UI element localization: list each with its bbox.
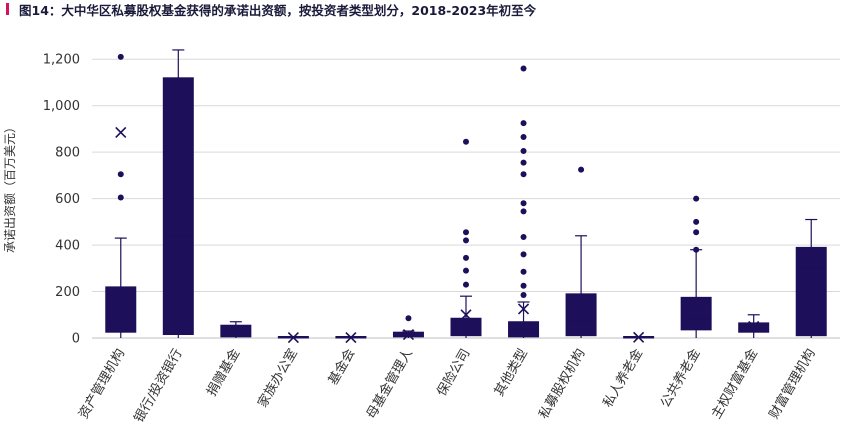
box-iqr <box>163 78 193 335</box>
category-label-11: 公共养老金 <box>657 346 703 410</box>
box-iqr <box>106 287 136 332</box>
y-tick-label-600: 600 <box>55 192 80 207</box>
outlier-point <box>521 269 527 275</box>
outlier-point <box>521 208 527 214</box>
outlier-point <box>521 292 527 298</box>
category-label-8: 其他类型 <box>492 347 531 400</box>
box-9 <box>566 167 596 338</box>
outlier-point <box>521 134 527 140</box>
outlier-point <box>463 255 469 261</box>
category-label-2: 银行/投资银行 <box>131 346 186 425</box>
outlier-point <box>521 120 527 126</box>
box-8 <box>509 66 539 338</box>
outlier-point <box>521 148 527 154</box>
y-tick-label-1200: 1,200 <box>43 53 80 68</box>
outlier-point <box>693 196 699 202</box>
outlier-point <box>521 66 527 72</box>
y-axis-label: 承诺出资额（百万美元） <box>3 121 17 253</box>
box-iqr <box>681 297 711 330</box>
category-label-12: 主权财富基金 <box>708 346 761 422</box>
outlier-point <box>463 282 469 288</box>
category-label-6: 母基金管理人 <box>363 346 416 422</box>
category-label-3: 捐赠基金 <box>203 346 243 399</box>
category-label-4: 家族办公室 <box>254 346 300 410</box>
category-labels: 资产管理机构 银行/投资银行 捐赠基金 家族办公室 基金会 母基金管理人 保险公司 其他类型私… <box>76 346 818 425</box>
y-tick-label-200: 200 <box>55 285 80 300</box>
boxes <box>106 50 826 343</box>
y-axis-ticks: 0 200 400 600 800 1,000 1,200 <box>43 53 80 347</box>
outlier-point <box>521 283 527 289</box>
box-1 <box>106 54 136 338</box>
box-iqr <box>221 325 251 337</box>
box-2 <box>163 50 193 338</box>
outlier-point <box>521 200 527 206</box>
box-6 <box>393 315 423 339</box>
outlier-point <box>578 167 584 173</box>
outlier-point <box>693 247 699 253</box>
outlier-point <box>463 237 469 243</box>
outlier-point <box>521 234 527 240</box>
box-iqr <box>566 294 596 336</box>
outlier-point <box>463 268 469 274</box>
box-5 <box>336 333 366 343</box>
box-11 <box>681 196 711 338</box>
box-10 <box>624 332 654 342</box>
category-label-9: 私募股权机构 <box>536 346 589 422</box>
outlier-point <box>118 194 124 200</box>
box-4 <box>278 333 308 343</box>
outlier-point <box>405 315 411 321</box>
outlier-point <box>118 54 124 60</box>
box-13 <box>796 220 826 338</box>
outlier-point <box>118 171 124 177</box>
outlier-point <box>463 229 469 235</box>
box-7 <box>451 139 481 338</box>
category-label-7: 保险公司 <box>434 347 473 400</box>
outlier-point <box>463 139 469 145</box>
outlier-point <box>521 251 527 257</box>
y-tick-label-800: 800 <box>55 146 80 161</box>
y-tick-label-400: 400 <box>55 239 80 254</box>
box-12 <box>739 315 769 338</box>
box-iqr <box>509 322 539 337</box>
outlier-point <box>693 219 699 225</box>
mean-marker <box>116 127 126 137</box>
y-tick-label-0: 0 <box>72 332 80 347</box>
outlier-point <box>521 171 527 177</box>
category-label-1: 资产管理机构 <box>76 347 128 422</box>
box-3 <box>221 322 251 338</box>
outlier-point <box>521 160 527 166</box>
box-iqr <box>451 318 481 335</box>
category-label-10: 私人养老金 <box>600 346 646 410</box>
y-tick-label-1000: 1,000 <box>43 99 80 114</box>
outlier-point <box>693 229 699 235</box>
category-label-5: 基金会 <box>325 346 358 388</box>
box-iqr <box>796 247 826 335</box>
category-label-13: 财富管理机构 <box>766 346 819 422</box>
